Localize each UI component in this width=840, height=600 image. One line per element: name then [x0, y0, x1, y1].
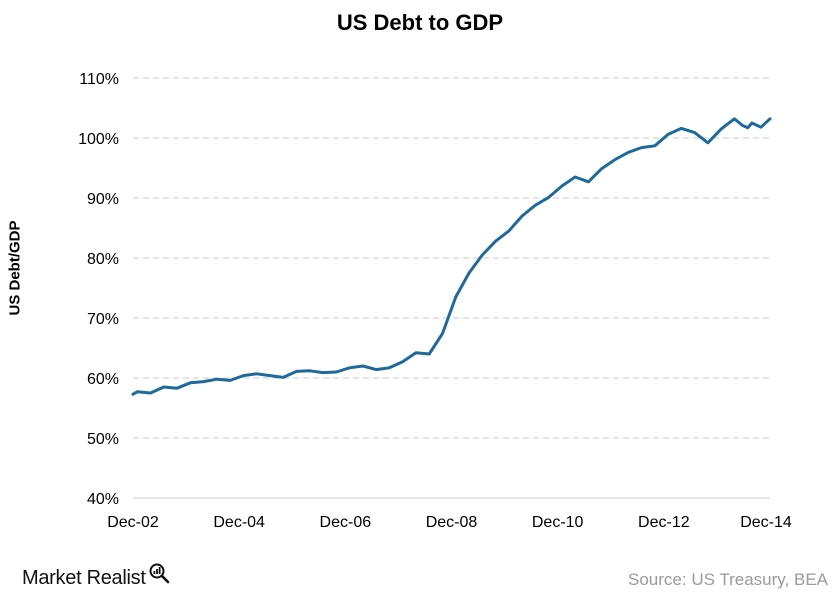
- x-tick-label: Dec-14: [740, 514, 792, 531]
- chart-title: US Debt to GDP: [336, 10, 504, 35]
- x-tick-label: Dec-10: [532, 514, 584, 531]
- y-tick-label: 60%: [87, 371, 119, 388]
- x-tick-label: Dec-04: [213, 514, 265, 531]
- x-tick-labels: Dec-02 Dec-04 Dec-06 Dec-08 Dec-10 Dec-12 Dec-…: [107, 514, 792, 531]
- brand-logo: Market Realist: [22, 563, 170, 590]
- y-tick-labels: 40% 50% 60% 70% 80% 90% 100% 110%: [78, 71, 119, 508]
- debt-to-gdp-line: [131, 117, 772, 396]
- y-tick-label: 100%: [78, 131, 119, 148]
- x-tick-label: Dec-02: [107, 514, 159, 531]
- x-tick-label: Dec-08: [426, 514, 478, 531]
- y-tick-label: 80%: [87, 251, 119, 268]
- y-tick-label: 90%: [87, 191, 119, 208]
- x-tick-label: Dec-12: [638, 514, 690, 531]
- brand-name: Market Realist: [22, 567, 146, 589]
- line-chart: 40%50%60%70%80%90%100%110% Dec-02 Dec-04 D…: [78, 71, 792, 531]
- y-tick-label: 110%: [79, 71, 119, 88]
- y-tick-label: 70%: [87, 311, 119, 328]
- x-tick-label: Dec-06: [320, 514, 372, 531]
- magnifier-chart-icon: [149, 563, 169, 583]
- series-layer: [131, 117, 772, 396]
- source-note: Source: US Treasury, BEA: [628, 570, 828, 589]
- y-tick-label: 50%: [87, 431, 119, 448]
- y-tick-label: 40%: [87, 491, 119, 508]
